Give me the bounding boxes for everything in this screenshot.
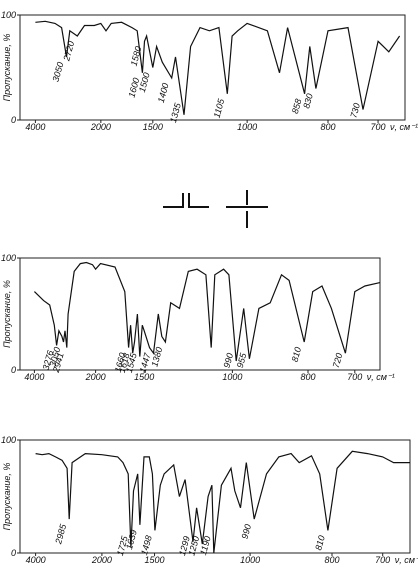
y-tick-label: 0 bbox=[11, 548, 16, 558]
x-tick-label: 2000 bbox=[90, 122, 111, 132]
structure-fragment bbox=[163, 190, 268, 228]
peak-label: 2720 bbox=[61, 40, 76, 63]
plot-frame bbox=[19, 14, 406, 121]
peak-label: 2985 bbox=[53, 522, 68, 546]
peak-label: 955 bbox=[235, 351, 249, 369]
peak-label: 830 bbox=[301, 92, 315, 109]
x-tick-label: 700 bbox=[375, 555, 390, 565]
x-tick-label: 1000 bbox=[237, 122, 257, 132]
x-tick-label: 800 bbox=[320, 122, 335, 132]
peak-label: 730 bbox=[348, 102, 362, 119]
peak-label: 1660 bbox=[113, 352, 128, 374]
peak-label: 1190 bbox=[198, 535, 213, 556]
y-axis-label: Пропускание, % bbox=[2, 280, 12, 348]
peak-label: 720 bbox=[331, 352, 345, 369]
plot-frame bbox=[19, 257, 381, 371]
peak-label: 858 bbox=[290, 98, 304, 115]
y-axis-label: Пропускание, % bbox=[2, 463, 12, 531]
peak-label: 1498 bbox=[139, 534, 154, 556]
peak-label: 990 bbox=[222, 352, 236, 369]
x-tick-label: 1000 bbox=[240, 555, 260, 565]
peak-label: 3050 bbox=[51, 61, 66, 83]
x-tick-label: 2000 bbox=[91, 555, 112, 565]
x-tick-label: 1500 bbox=[134, 372, 154, 382]
peak-label: 3276 bbox=[41, 349, 56, 371]
x-tick-label: 4000 bbox=[25, 122, 45, 132]
x-axis-label: ν, см⁻¹ bbox=[390, 122, 418, 132]
x-tick-label: 4000 bbox=[26, 555, 46, 565]
x-tick-label: 1000 bbox=[222, 372, 242, 382]
x-tick-label: 2000 bbox=[85, 372, 106, 382]
peak-label: 1400 bbox=[156, 82, 171, 104]
peak-label: 1500 bbox=[137, 71, 152, 93]
x-tick-label: 700 bbox=[371, 122, 386, 132]
spectrum-line bbox=[35, 20, 401, 115]
x-tick-label: 800 bbox=[300, 372, 315, 382]
y-tick-label: 0 bbox=[11, 115, 16, 125]
x-tick-label: 1500 bbox=[145, 555, 165, 565]
y-tick-label: 100 bbox=[1, 435, 16, 445]
peak-label: 990 bbox=[240, 523, 254, 540]
y-axis-label: Пропускание, % bbox=[2, 34, 12, 102]
x-axis-label: ν, см⁻¹ bbox=[367, 372, 395, 382]
peak-label: 1105 bbox=[212, 97, 227, 119]
plot-frame bbox=[19, 439, 411, 554]
x-tick-label: 700 bbox=[347, 372, 362, 382]
peak-label: 1639 bbox=[124, 529, 139, 551]
x-axis-label: ν, см⁻¹ bbox=[395, 555, 418, 565]
peak-label: 1380 bbox=[149, 346, 164, 368]
y-tick-label: 100 bbox=[1, 10, 16, 20]
spectrum-line bbox=[35, 450, 410, 554]
peak-label: 810 bbox=[313, 534, 327, 551]
peak-label: 810 bbox=[290, 346, 304, 363]
y-tick-label: 100 bbox=[1, 253, 16, 263]
spectrum-line bbox=[33, 261, 381, 362]
x-tick-label: 4000 bbox=[24, 372, 44, 382]
y-tick-label: 0 bbox=[11, 365, 16, 375]
x-tick-label: 800 bbox=[324, 555, 339, 565]
x-tick-label: 1500 bbox=[143, 122, 163, 132]
